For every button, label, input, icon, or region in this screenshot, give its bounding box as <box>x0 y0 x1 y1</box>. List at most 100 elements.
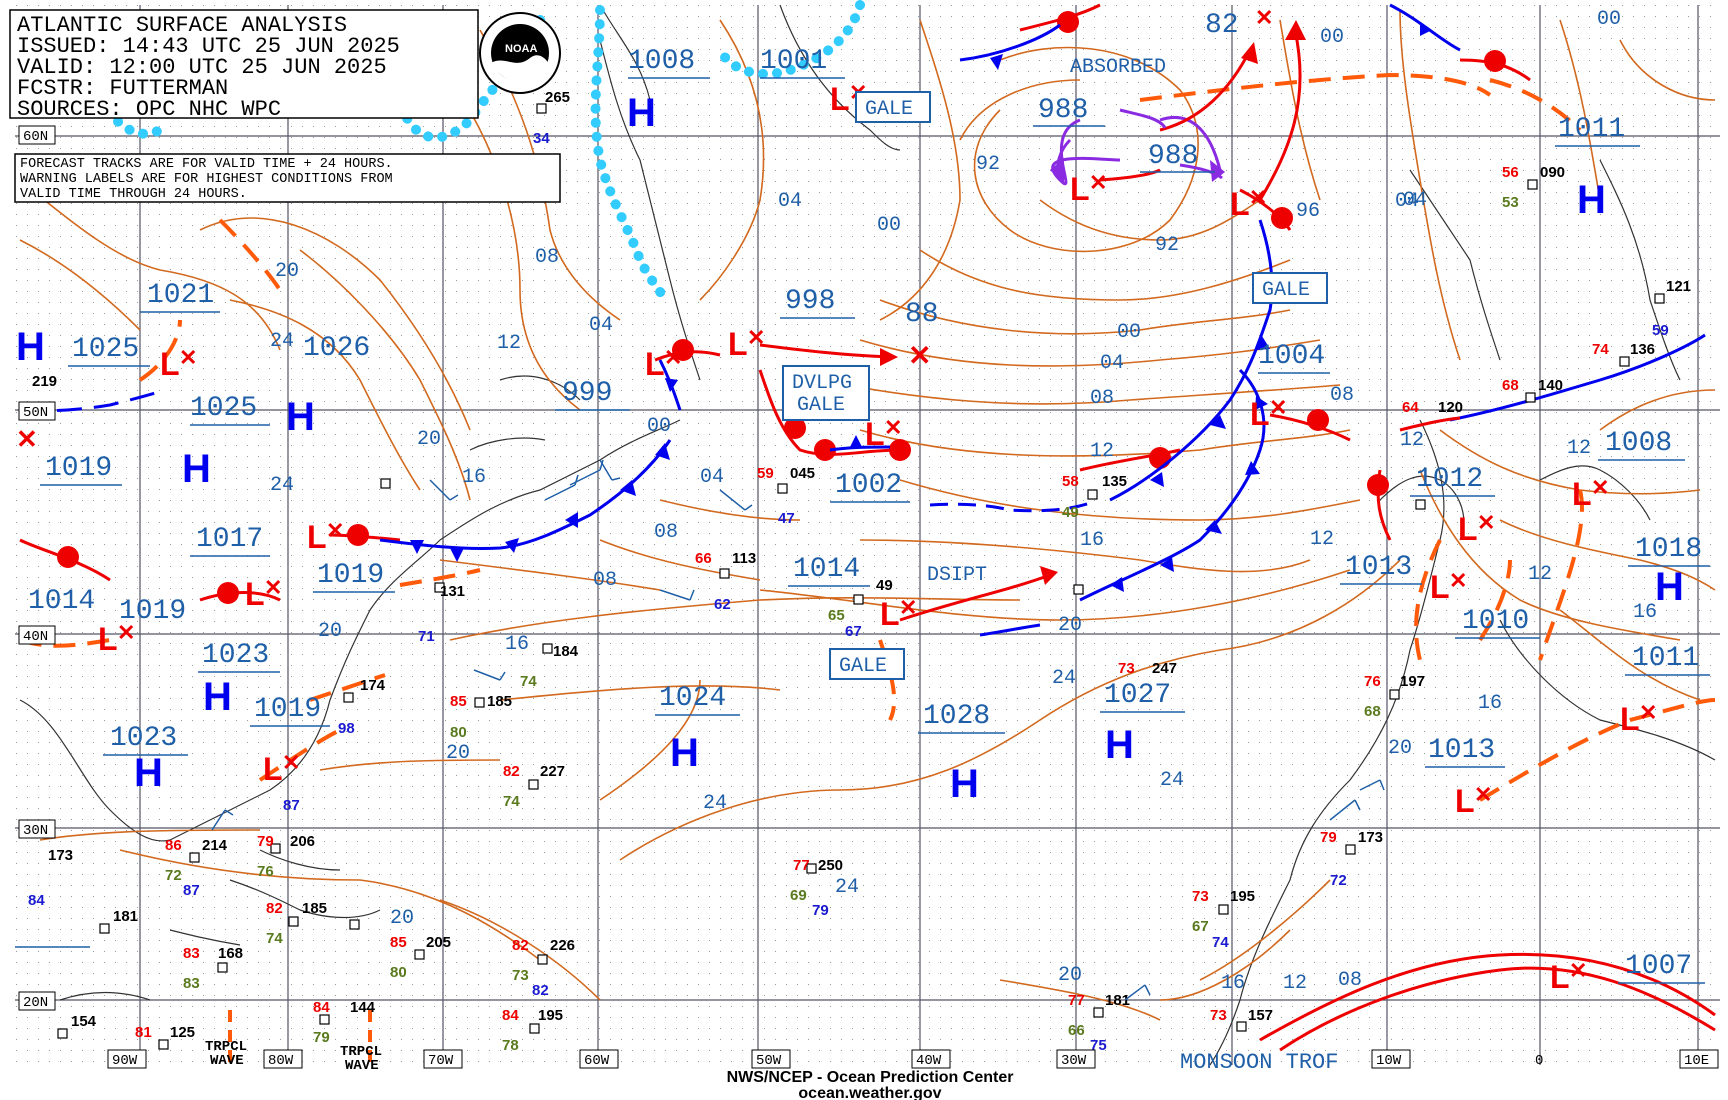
svg-text:✕: ✕ <box>1569 958 1587 983</box>
station-value: 197 <box>1400 673 1425 690</box>
isobar-label: 16 <box>505 633 529 656</box>
dvlpg-gale-label: GALE <box>797 394 845 417</box>
chart-title: ATLANTIC SURFACE ANALYSIS <box>17 13 347 38</box>
station-value: 73 <box>512 967 529 984</box>
pressure-label: 1007 <box>1625 951 1692 982</box>
trpcl-wave-label: WAVE <box>345 1058 379 1074</box>
pressure-label: 1008 <box>628 46 695 77</box>
station-value: 125 <box>170 1024 195 1041</box>
isobar-label: 00 <box>1597 8 1621 31</box>
isobar-label: 04 <box>589 314 613 337</box>
gale-label: GALE <box>1262 279 1310 302</box>
station-value: 85 <box>390 934 407 951</box>
svg-text:✕: ✕ <box>1255 5 1273 30</box>
svg-text:L: L <box>1458 511 1478 547</box>
station-value: 265 <box>545 89 570 106</box>
station-value: 219 <box>32 373 57 390</box>
isobar-label: 08 <box>1330 384 1354 407</box>
pressure-label: 1012 <box>1416 464 1483 495</box>
isobar-label: 20 <box>318 620 342 643</box>
isobar-label: 92 <box>1155 234 1179 257</box>
svg-text:H: H <box>286 395 315 439</box>
isobar-label: 24 <box>270 330 294 353</box>
latitude-labels: 60N 50N 40N 30N 20N <box>18 125 56 1011</box>
isobars <box>19 9 1716 1021</box>
station-value: 82 <box>512 937 529 954</box>
lon-label: 40W <box>916 1053 942 1069</box>
station-value: 205 <box>426 934 451 951</box>
station-value: 84 <box>28 892 45 909</box>
isobar-label: 16 <box>462 466 486 489</box>
station-value: 69 <box>790 887 807 904</box>
pressure-label: 988 <box>1148 141 1198 172</box>
station-value: 59 <box>1652 322 1669 339</box>
isobar-label: 20 <box>1388 737 1412 760</box>
station-marker <box>57 103 1665 1050</box>
station-value: 227 <box>540 763 565 780</box>
pressure-label: 1011 <box>1632 643 1699 674</box>
lat-label: 50N <box>23 405 48 421</box>
pressure-label: 1021 <box>147 280 214 311</box>
station-value: 82 <box>503 763 520 780</box>
pressure-label: 1019 <box>254 694 321 725</box>
svg-text:L: L <box>160 346 180 382</box>
svg-text:H: H <box>182 447 211 491</box>
station-value: 135 <box>1102 473 1127 490</box>
svg-text:L: L <box>880 596 900 632</box>
valid-time: VALID: 12:00 UTC 25 JUN 2025 <box>17 55 387 80</box>
svg-text:L: L <box>307 519 327 555</box>
isobar-label: 04 <box>1403 189 1427 212</box>
lat-label: 40N <box>23 629 48 645</box>
station-value: 81 <box>135 1024 152 1041</box>
forecast-note: FORECAST TRACKS ARE FOR VALID TIME + 24 … <box>14 153 561 203</box>
data-sources: SOURCES: OPC NHC WPC <box>17 97 281 122</box>
monsoon-trof-label: MONSOON TROF <box>1180 1050 1338 1075</box>
svg-text:H: H <box>950 762 979 806</box>
pressure-label: 88 <box>905 299 939 330</box>
station-value: 83 <box>183 975 200 992</box>
isobar-label: 96 <box>1296 200 1320 223</box>
station-value: 72 <box>1330 872 1347 889</box>
svg-text:L: L <box>1250 396 1270 432</box>
absorbed-track <box>1119 108 1223 180</box>
isobar-label: 20 <box>390 907 414 930</box>
pressure-label: 998 <box>785 286 835 317</box>
pressure-underlines <box>15 77 1710 984</box>
station-value: 74 <box>503 793 520 810</box>
station-value: 73 <box>1210 1007 1227 1024</box>
pressure-label: 1011 <box>1558 114 1625 145</box>
tropical-waves: TRPCL WAVE TRPCL WAVE <box>205 1010 382 1074</box>
isobar-label: 24 <box>703 792 727 815</box>
svg-text:✕: ✕ <box>899 595 917 620</box>
station-value: 206 <box>290 833 315 850</box>
svg-text:✕: ✕ <box>908 340 931 371</box>
isobar-label: 92 <box>976 153 1000 176</box>
occluded-fronts <box>1050 115 1225 186</box>
header-box: ATLANTIC SURFACE ANALYSIS ISSUED: 14:43 … <box>9 9 561 122</box>
station-value: 121 <box>1666 278 1691 295</box>
isobar-label: 20 <box>1058 614 1082 637</box>
svg-text:L: L <box>645 346 665 382</box>
pressure-label: 1008 <box>1605 428 1672 459</box>
footer-url: ocean.weather.gov <box>798 1085 941 1100</box>
monsoon-trough <box>1259 952 1716 1052</box>
svg-text:H: H <box>1655 565 1684 609</box>
gale-label: GALE <box>865 98 913 121</box>
station-value: 76 <box>1364 673 1381 690</box>
isobar-label: 20 <box>275 260 299 283</box>
station-value: 214 <box>202 837 228 854</box>
svg-text:L: L <box>98 621 118 657</box>
station-value: 140 <box>1538 377 1563 394</box>
high-centers: H H H H H H H H H H H <box>16 91 1684 806</box>
station-value: 56 <box>1502 164 1519 181</box>
isobar-label: 24 <box>1052 667 1076 690</box>
lon-label: 50W <box>756 1053 782 1069</box>
station-value: 62 <box>714 596 731 613</box>
station-value: 168 <box>218 945 243 962</box>
svg-text:✕: ✕ <box>1089 170 1107 195</box>
station-value: 47 <box>778 510 795 527</box>
station-value: 85 <box>450 693 467 710</box>
svg-text:✕: ✕ <box>179 345 197 370</box>
station-value: 49 <box>876 577 893 594</box>
lat-label: 30N <box>23 823 48 839</box>
